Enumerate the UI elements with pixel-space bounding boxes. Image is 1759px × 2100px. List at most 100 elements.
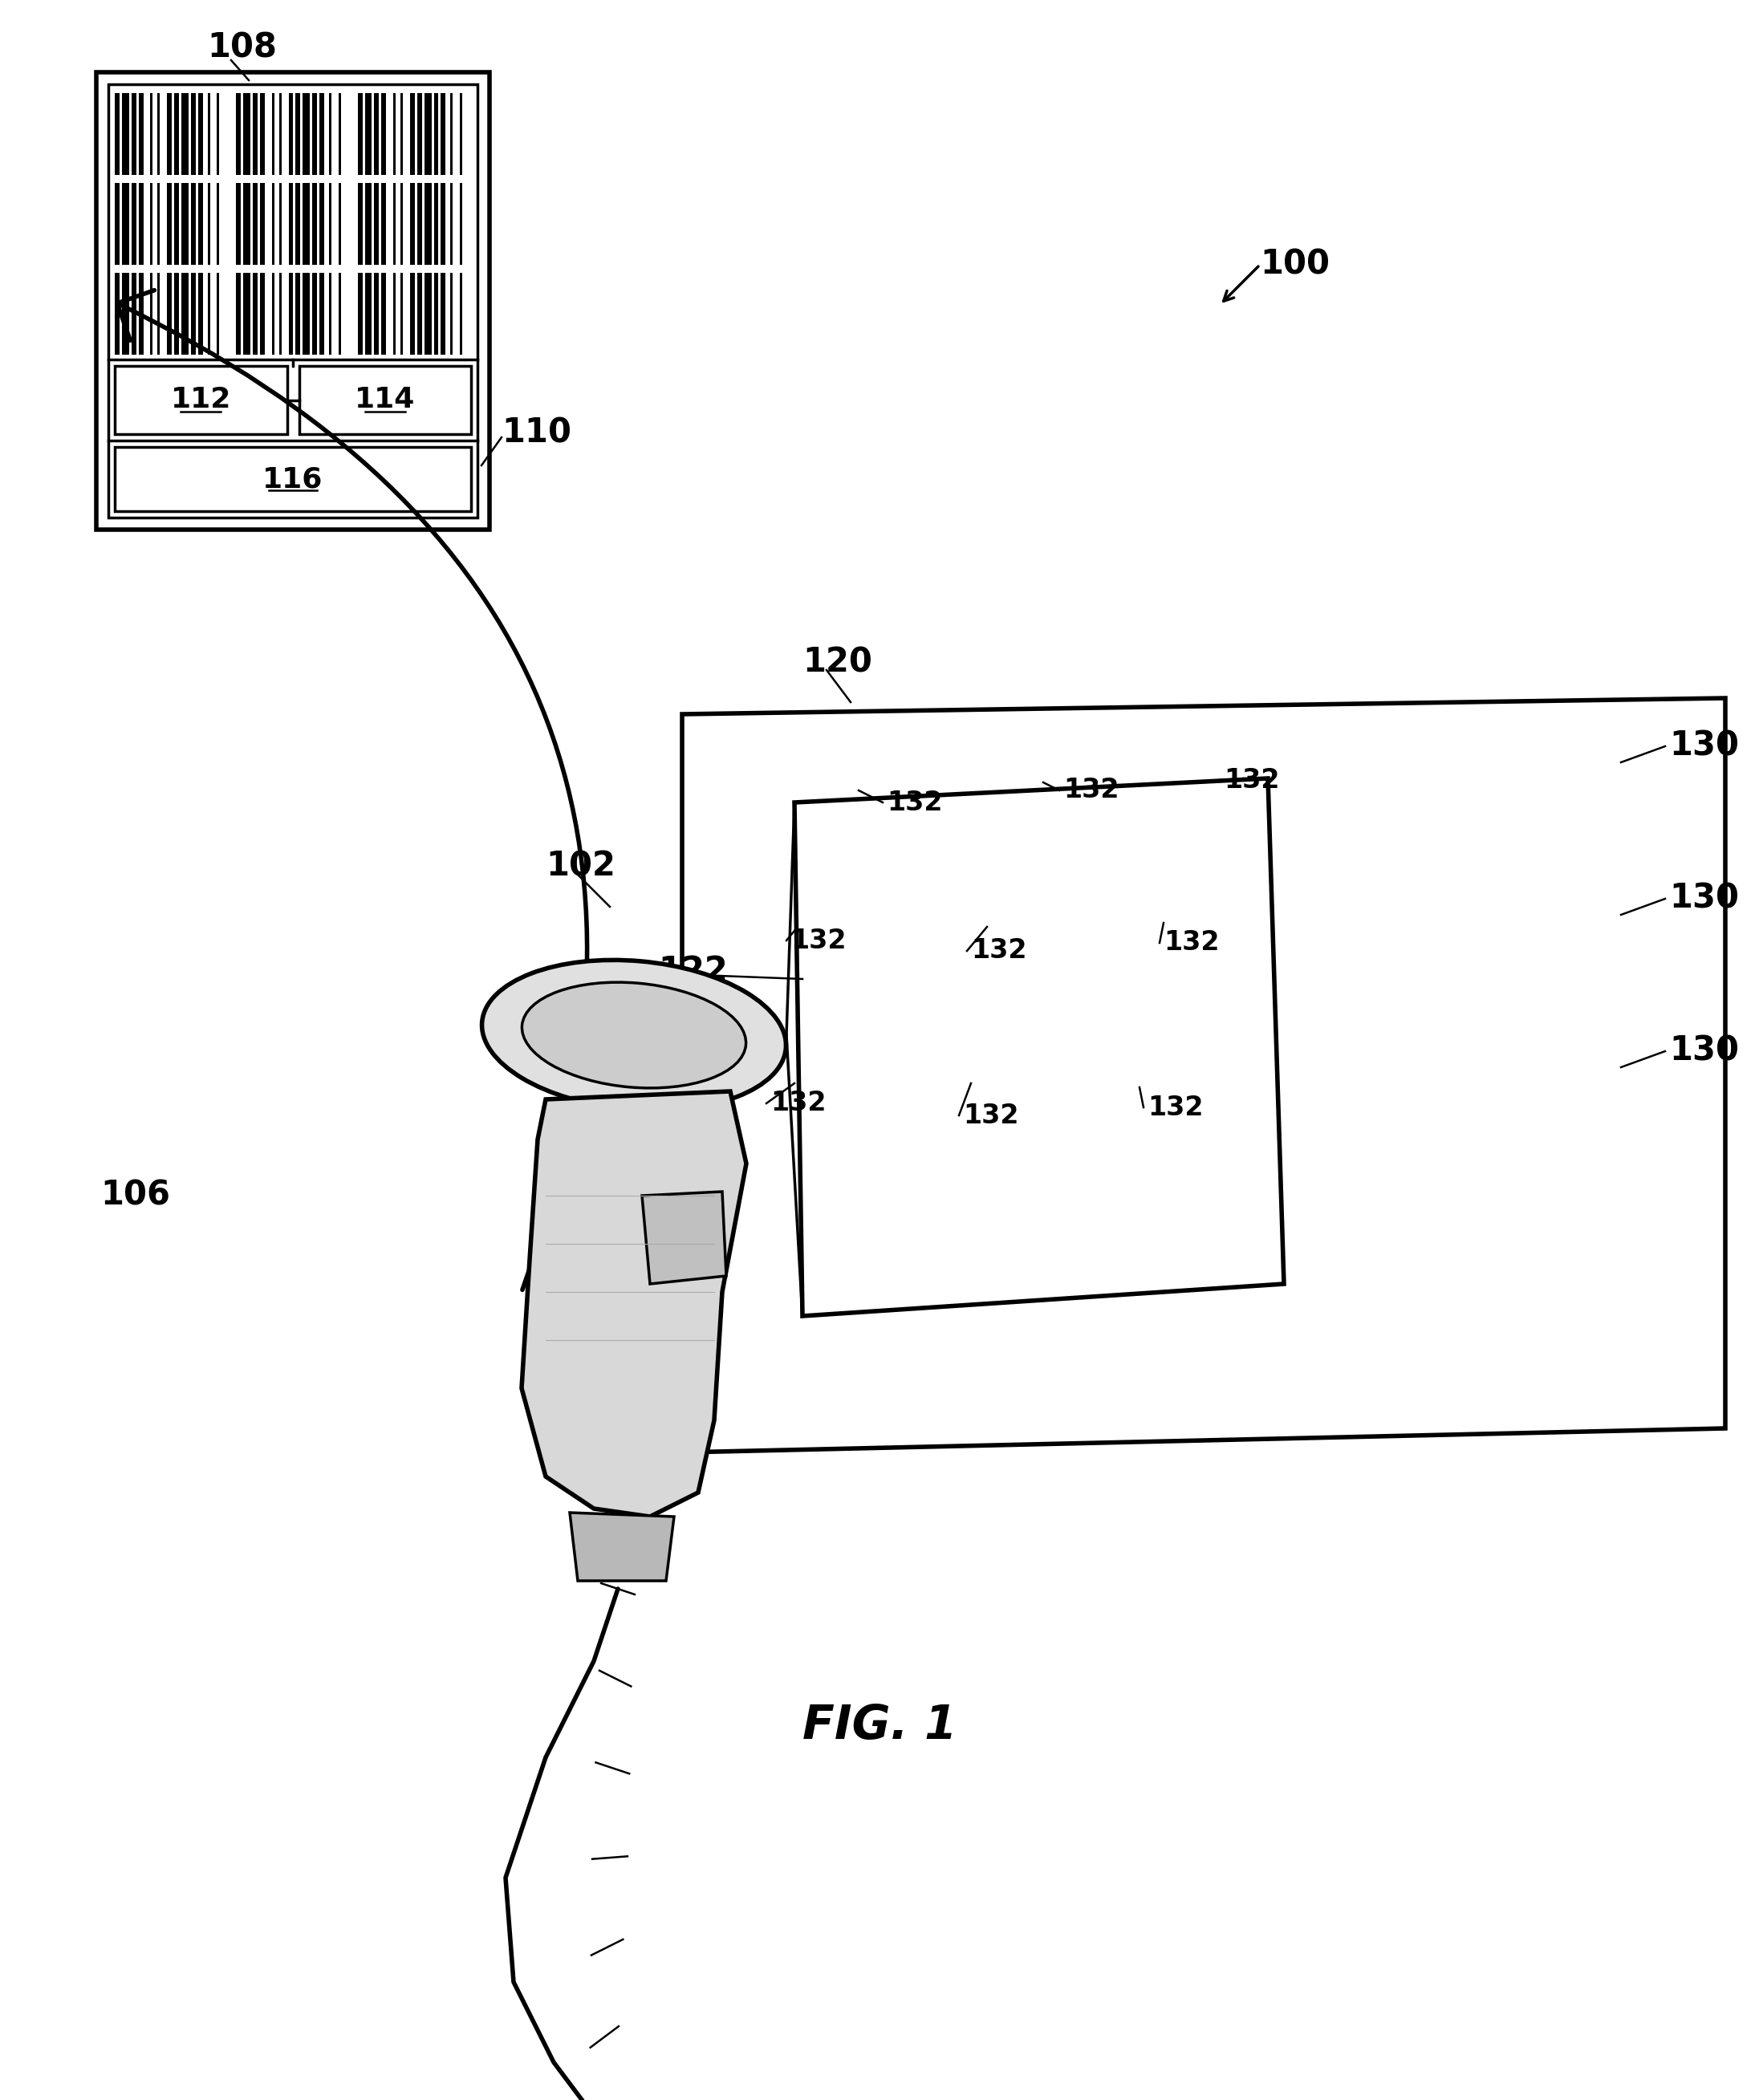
Bar bbox=[990, 1352, 996, 1401]
Bar bbox=[357, 273, 362, 355]
Bar bbox=[243, 92, 250, 174]
Text: 132: 132 bbox=[962, 1102, 1018, 1128]
Bar bbox=[895, 758, 904, 806]
Bar bbox=[1187, 1052, 1193, 1100]
Bar bbox=[1641, 731, 1643, 775]
Bar bbox=[375, 183, 378, 265]
Bar bbox=[1573, 731, 1576, 775]
Bar bbox=[790, 899, 795, 947]
Bar bbox=[288, 273, 294, 355]
Bar bbox=[952, 899, 959, 947]
Text: 132: 132 bbox=[1147, 1094, 1203, 1121]
Bar bbox=[357, 92, 362, 174]
Bar bbox=[450, 92, 452, 174]
Bar bbox=[1113, 1203, 1119, 1252]
Bar bbox=[1092, 899, 1101, 947]
Bar bbox=[1620, 731, 1625, 775]
Bar bbox=[450, 183, 452, 265]
Bar bbox=[908, 1203, 913, 1252]
Bar bbox=[139, 183, 142, 265]
Bar bbox=[1136, 1352, 1140, 1401]
Bar bbox=[1317, 1203, 1326, 1252]
Bar bbox=[1015, 1052, 1017, 1100]
Bar bbox=[1620, 890, 1625, 934]
Bar bbox=[424, 183, 431, 265]
Bar bbox=[121, 183, 128, 265]
Bar bbox=[748, 1352, 751, 1401]
Bar bbox=[424, 273, 431, 355]
Bar bbox=[410, 273, 415, 355]
Bar bbox=[809, 1203, 813, 1252]
Bar bbox=[288, 183, 294, 265]
Bar bbox=[1309, 899, 1314, 947]
Bar bbox=[424, 92, 431, 174]
Bar bbox=[1435, 758, 1439, 806]
Bar bbox=[714, 1203, 721, 1252]
Bar bbox=[97, 71, 489, 529]
Bar bbox=[1585, 731, 1590, 775]
Bar bbox=[1566, 731, 1567, 775]
Bar bbox=[1337, 1203, 1344, 1252]
Bar bbox=[1015, 758, 1017, 806]
Bar bbox=[329, 273, 331, 355]
Bar bbox=[401, 273, 403, 355]
Bar bbox=[916, 758, 922, 806]
Bar bbox=[1179, 1203, 1184, 1252]
Bar bbox=[704, 1352, 712, 1401]
Bar bbox=[109, 84, 477, 517]
Bar bbox=[288, 92, 294, 174]
Bar bbox=[364, 92, 371, 174]
Bar bbox=[821, 1203, 825, 1252]
Text: 132: 132 bbox=[1163, 930, 1219, 955]
Bar bbox=[908, 1052, 913, 1100]
Bar bbox=[1210, 758, 1214, 806]
Bar bbox=[1309, 758, 1314, 806]
Bar bbox=[273, 183, 274, 265]
Bar bbox=[1166, 1052, 1175, 1100]
Bar bbox=[952, 1352, 959, 1401]
Bar bbox=[695, 1352, 700, 1401]
Bar bbox=[704, 1203, 712, 1252]
Bar bbox=[1391, 899, 1400, 947]
Text: 132: 132 bbox=[1062, 777, 1119, 804]
Text: 114: 114 bbox=[355, 386, 415, 414]
Bar bbox=[1128, 1352, 1131, 1401]
Bar bbox=[960, 1203, 967, 1252]
Bar bbox=[192, 273, 195, 355]
Bar bbox=[1585, 890, 1590, 934]
Bar bbox=[931, 1352, 934, 1401]
Bar bbox=[931, 758, 934, 806]
Bar bbox=[809, 1052, 813, 1100]
Bar bbox=[821, 1052, 825, 1100]
Bar bbox=[1641, 890, 1643, 934]
Bar bbox=[216, 273, 220, 355]
Bar bbox=[916, 1203, 922, 1252]
Text: 132: 132 bbox=[971, 939, 1027, 964]
Bar bbox=[1383, 899, 1388, 947]
Bar bbox=[982, 899, 987, 947]
Bar bbox=[1136, 899, 1140, 947]
Bar bbox=[748, 1203, 751, 1252]
Bar bbox=[887, 1052, 892, 1100]
Text: 132: 132 bbox=[1224, 766, 1279, 794]
Bar bbox=[723, 899, 730, 947]
Bar bbox=[1631, 731, 1632, 775]
Bar bbox=[1592, 890, 1597, 934]
Bar bbox=[723, 758, 730, 806]
Bar bbox=[1166, 1352, 1175, 1401]
Bar bbox=[442, 183, 445, 265]
Bar bbox=[939, 899, 943, 947]
Bar bbox=[1166, 1203, 1175, 1252]
Bar bbox=[216, 183, 220, 265]
Bar bbox=[364, 273, 371, 355]
Bar bbox=[714, 899, 721, 947]
Bar bbox=[260, 273, 266, 355]
Bar bbox=[410, 92, 415, 174]
Bar bbox=[1128, 899, 1131, 947]
Bar bbox=[1412, 758, 1418, 806]
Bar bbox=[1353, 758, 1356, 806]
Bar bbox=[760, 1052, 765, 1100]
FancyArrowPatch shape bbox=[118, 290, 588, 1289]
Bar bbox=[916, 1052, 922, 1100]
Bar bbox=[1611, 1052, 1617, 1096]
